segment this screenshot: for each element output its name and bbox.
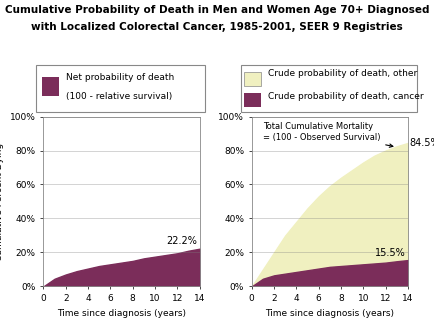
Text: with Localized Colorectal Cancer, 1985-2001, SEER 9 Registries: with Localized Colorectal Cancer, 1985-2… <box>31 22 403 32</box>
FancyBboxPatch shape <box>36 65 205 112</box>
Text: Cumulative Probability of Death in Men and Women Age 70+ Diagnosed: Cumulative Probability of Death in Men a… <box>5 5 429 15</box>
Text: Net probability of death: Net probability of death <box>66 73 174 82</box>
Text: Total Cumulative Mortality
= (100 - Observed Survival): Total Cumulative Mortality = (100 - Obse… <box>263 122 393 147</box>
Bar <box>244 72 260 86</box>
Text: 84.5%: 84.5% <box>409 138 434 148</box>
Text: 22.2%: 22.2% <box>167 236 197 246</box>
Text: 15.5%: 15.5% <box>375 248 406 258</box>
X-axis label: Time since diagnosis (years): Time since diagnosis (years) <box>265 309 395 318</box>
Bar <box>244 93 260 107</box>
Bar <box>42 77 59 96</box>
X-axis label: Time since diagnosis (years): Time since diagnosis (years) <box>57 309 186 318</box>
Y-axis label: Cumulative Percent Dying: Cumulative Percent Dying <box>0 143 4 260</box>
Text: Crude probability of death, cancer: Crude probability of death, cancer <box>268 92 424 101</box>
Text: (100 - relative survival): (100 - relative survival) <box>66 92 172 101</box>
FancyBboxPatch shape <box>240 65 418 112</box>
Text: Crude probability of death, other: Crude probability of death, other <box>268 69 417 78</box>
